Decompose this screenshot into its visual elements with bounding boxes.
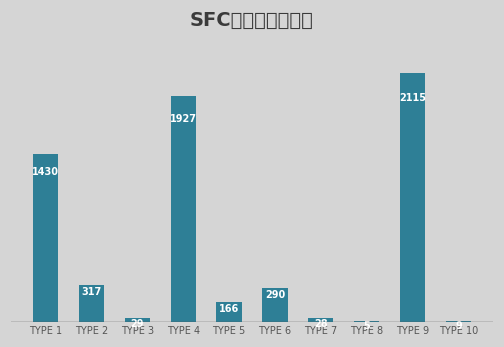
- Text: 28: 28: [314, 320, 328, 329]
- Text: 290: 290: [265, 290, 285, 301]
- Text: 29: 29: [131, 319, 144, 329]
- Text: 317: 317: [81, 287, 102, 297]
- Bar: [262, 288, 288, 322]
- Bar: [79, 285, 104, 322]
- Bar: [124, 318, 150, 322]
- Bar: [400, 74, 425, 322]
- Text: 9: 9: [455, 321, 462, 331]
- Bar: [354, 321, 380, 322]
- Text: 1927: 1927: [170, 113, 197, 124]
- Bar: [308, 319, 334, 322]
- Text: 1430: 1430: [32, 167, 59, 177]
- Bar: [33, 154, 58, 322]
- Bar: [216, 302, 242, 322]
- Title: SFC牌照數量分佈圖: SFC牌照數量分佈圖: [190, 11, 314, 30]
- Text: 166: 166: [219, 304, 239, 314]
- Text: 2115: 2115: [399, 93, 426, 103]
- Bar: [170, 95, 196, 322]
- Bar: [446, 321, 471, 322]
- Text: 5: 5: [363, 321, 370, 331]
